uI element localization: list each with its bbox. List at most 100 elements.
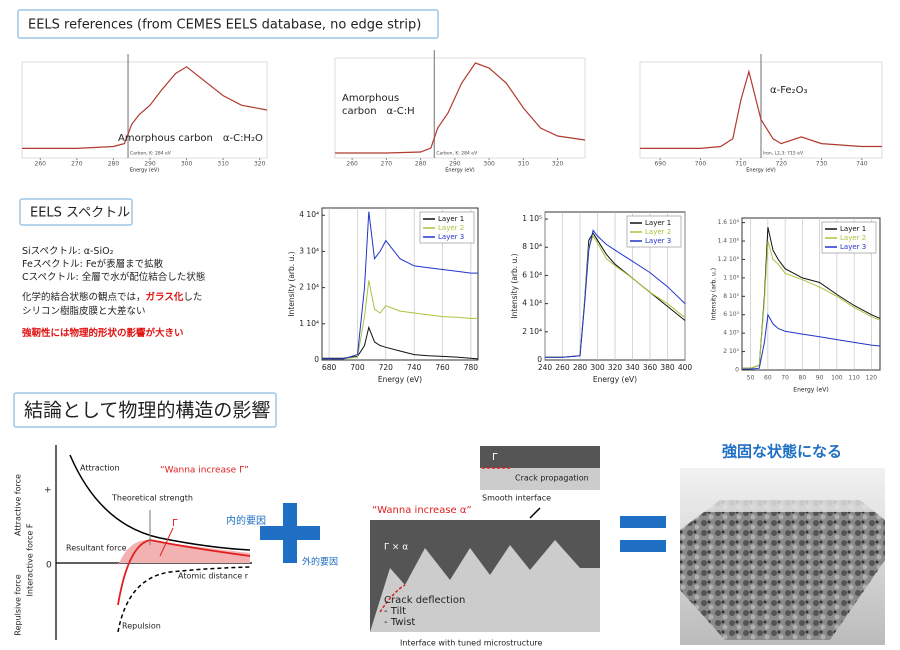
y-tick-label: 6 10⁴ xyxy=(522,270,542,279)
axis-label: Repulsive force xyxy=(14,574,23,635)
x-tick-label: 700 xyxy=(350,363,365,372)
note-text: した xyxy=(183,292,202,303)
legend-label: Layer 2 xyxy=(438,224,464,232)
y-tick-label: 0 xyxy=(537,355,542,364)
x-axis-label: Energy (eV) xyxy=(593,375,637,384)
x-axis-label: Energy (eV) xyxy=(793,387,828,394)
x-axis-label: Energy (eV) xyxy=(378,375,422,384)
micrograph-film xyxy=(680,500,885,640)
curve-label: Attraction xyxy=(80,464,120,473)
x-axis-label: Energy (eV) xyxy=(130,168,160,174)
gamma-label: Γ xyxy=(172,518,178,529)
legend-label: Layer 2 xyxy=(645,228,671,236)
note-line: シリコン樹脂皮膜と大差ない xyxy=(22,305,146,317)
header-title: EELS references (from CEMES EELS databas… xyxy=(28,18,421,33)
note-text: 化学的結合状態の観点では， xyxy=(22,291,146,303)
y-tick-label: 4 10⁵ xyxy=(723,330,739,337)
x-tick-label: 100 xyxy=(831,375,843,382)
x-tick-label: 310 xyxy=(217,161,229,168)
spectrum-label: carbon α-C:H xyxy=(342,106,415,117)
legend-label: Layer 3 xyxy=(840,243,866,251)
y-tick-label: 0 xyxy=(314,355,319,364)
x-tick-label: 730 xyxy=(816,161,828,168)
equals-sign xyxy=(620,516,666,528)
crack xyxy=(379,584,406,613)
series-line xyxy=(322,211,478,360)
series-line xyxy=(640,69,882,149)
panel xyxy=(370,520,600,632)
x-tick-label: 720 xyxy=(379,363,394,372)
gamma-area xyxy=(118,540,250,566)
factor-label: 外的要因 xyxy=(302,556,338,568)
y-tick-label: 8 10⁵ xyxy=(723,293,739,300)
legend-label: Layer 1 xyxy=(840,225,866,233)
x-tick-label: 300 xyxy=(590,363,605,372)
x-axis-label: Energy (eV) xyxy=(445,168,475,174)
x-tick-label: 320 xyxy=(552,161,564,168)
y-tick-label: 8 10⁴ xyxy=(522,242,542,251)
series-line xyxy=(22,66,268,149)
x-tick-label: 280 xyxy=(415,161,427,168)
x-tick-label: 270 xyxy=(71,161,83,168)
curve-label: Theoretical strength xyxy=(111,494,193,503)
note-line: Siスペクトル: α-SiO₂ xyxy=(22,246,114,257)
x-axis-label: Energy (eV) xyxy=(746,168,776,174)
spectrum-label: Amorphous carbon α-C:H₂O xyxy=(118,133,263,144)
legend-label: Layer 3 xyxy=(645,237,671,245)
label: - Tilt xyxy=(384,606,406,617)
x-tick-label: 700 xyxy=(695,161,707,168)
x-tick-label: 320 xyxy=(608,363,623,372)
x-tick-label: 80 xyxy=(799,375,807,382)
wish-label: “Wanna increase α” xyxy=(372,505,472,516)
note-text: Cスペクトル: 全層で水が配位結合した状態 xyxy=(22,271,206,283)
y-axis-label: Intensity (arb. u.) xyxy=(510,253,519,318)
note-line: 化学的結合状態の観点では，ガラス化した xyxy=(22,291,202,303)
y-tick-label: 1 10⁵ xyxy=(522,214,542,223)
y-tick-label: 3 10⁴ xyxy=(299,246,319,255)
legend-label: Layer 3 xyxy=(438,233,464,241)
y-tick-label: 1.4 10⁶ xyxy=(718,238,740,245)
curve-label: Resultant force xyxy=(66,544,127,553)
x-tick-label: 260 xyxy=(35,161,47,168)
micrograph-coating xyxy=(680,500,885,512)
panel xyxy=(480,468,600,490)
x-tick-label: 710 xyxy=(735,161,747,168)
section-box xyxy=(19,198,133,226)
x-tick-label: 320 xyxy=(254,161,266,168)
y-tick-label: 0 xyxy=(735,367,739,374)
edge-note: Carbon, K: 284 eV xyxy=(130,151,172,157)
sign: + xyxy=(44,486,52,496)
axis-label: Atomic distance r xyxy=(178,572,249,581)
result-title: 強固な状態になる xyxy=(722,443,842,461)
y-tick-label: 1.2 10⁶ xyxy=(718,256,740,263)
x-tick-label: 360 xyxy=(643,363,658,372)
edge-note: Carbon, K: 284 eV xyxy=(436,151,478,157)
x-tick-label: 290 xyxy=(449,161,461,168)
y-tick-label: 1 10⁴ xyxy=(299,319,319,328)
x-tick-label: 400 xyxy=(678,363,693,372)
note-line: 強靭性には物理的形状の影響が大きい xyxy=(22,327,184,339)
y-tick-label: 1.6 10⁶ xyxy=(718,219,740,226)
emphasis: 強靭性には物理的形状の影響が大きい xyxy=(22,327,184,339)
axis-label: Interactive force F xyxy=(26,523,35,596)
note-text: シリコン樹脂皮膜と大差ない xyxy=(22,305,146,317)
x-tick-label: 280 xyxy=(573,363,588,372)
legend-label: Layer 2 xyxy=(840,234,866,242)
arrow xyxy=(529,507,541,519)
x-tick-label: 300 xyxy=(483,161,495,168)
y-tick-label: 1 10⁶ xyxy=(723,274,739,281)
zero: 0 xyxy=(46,561,52,571)
y-axis-label: Intensity (arb. u.) xyxy=(287,251,296,316)
series-line xyxy=(335,62,586,154)
wish-label: “Wanna increase Γ” xyxy=(160,466,249,476)
series-line xyxy=(322,280,478,360)
y-tick-label: 2 10⁴ xyxy=(522,327,542,336)
plus-sign xyxy=(260,526,320,540)
x-tick-label: 290 xyxy=(144,161,156,168)
crack-diagram: Γ Crack propagation Smooth interface “Wa… xyxy=(370,446,600,648)
label: Crack propagation xyxy=(515,474,589,483)
section-title: EELS スペクトル xyxy=(30,206,130,221)
x-tick-label: 240 xyxy=(538,363,553,372)
note-line: Cスペクトル: 全層で水が配位結合した状態 xyxy=(22,271,206,283)
